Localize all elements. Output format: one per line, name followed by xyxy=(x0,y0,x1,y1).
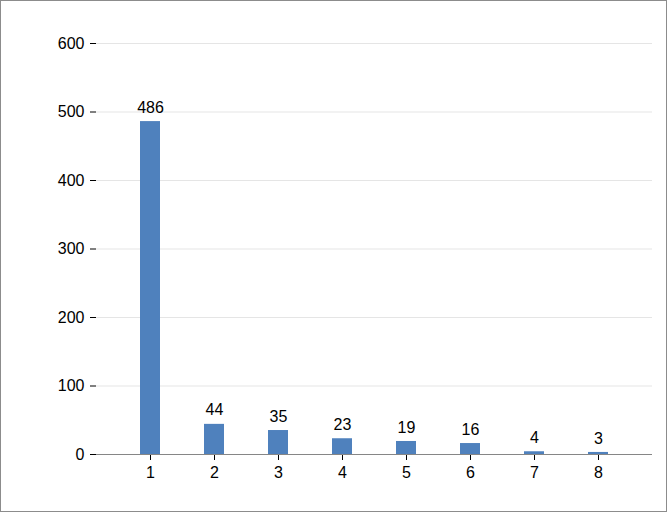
svg-text:100: 100 xyxy=(58,377,85,394)
svg-text:4: 4 xyxy=(530,429,539,446)
svg-text:1: 1 xyxy=(146,464,155,481)
svg-text:3: 3 xyxy=(594,430,603,447)
svg-text:35: 35 xyxy=(270,408,288,425)
svg-text:2: 2 xyxy=(210,464,219,481)
svg-text:8: 8 xyxy=(594,464,603,481)
svg-text:0: 0 xyxy=(76,446,85,463)
svg-text:44: 44 xyxy=(206,401,224,418)
svg-text:5: 5 xyxy=(402,464,411,481)
svg-text:6: 6 xyxy=(466,464,475,481)
svg-text:300: 300 xyxy=(58,240,85,257)
svg-text:16: 16 xyxy=(462,421,480,438)
svg-text:19: 19 xyxy=(398,419,416,436)
svg-text:400: 400 xyxy=(58,172,85,189)
svg-text:500: 500 xyxy=(58,103,85,120)
svg-text:7: 7 xyxy=(530,464,539,481)
svg-text:23: 23 xyxy=(334,416,352,433)
svg-text:486: 486 xyxy=(137,99,164,116)
svg-text:200: 200 xyxy=(58,309,85,326)
svg-text:4: 4 xyxy=(338,464,347,481)
svg-text:600: 600 xyxy=(58,35,85,52)
svg-text:3: 3 xyxy=(274,464,283,481)
